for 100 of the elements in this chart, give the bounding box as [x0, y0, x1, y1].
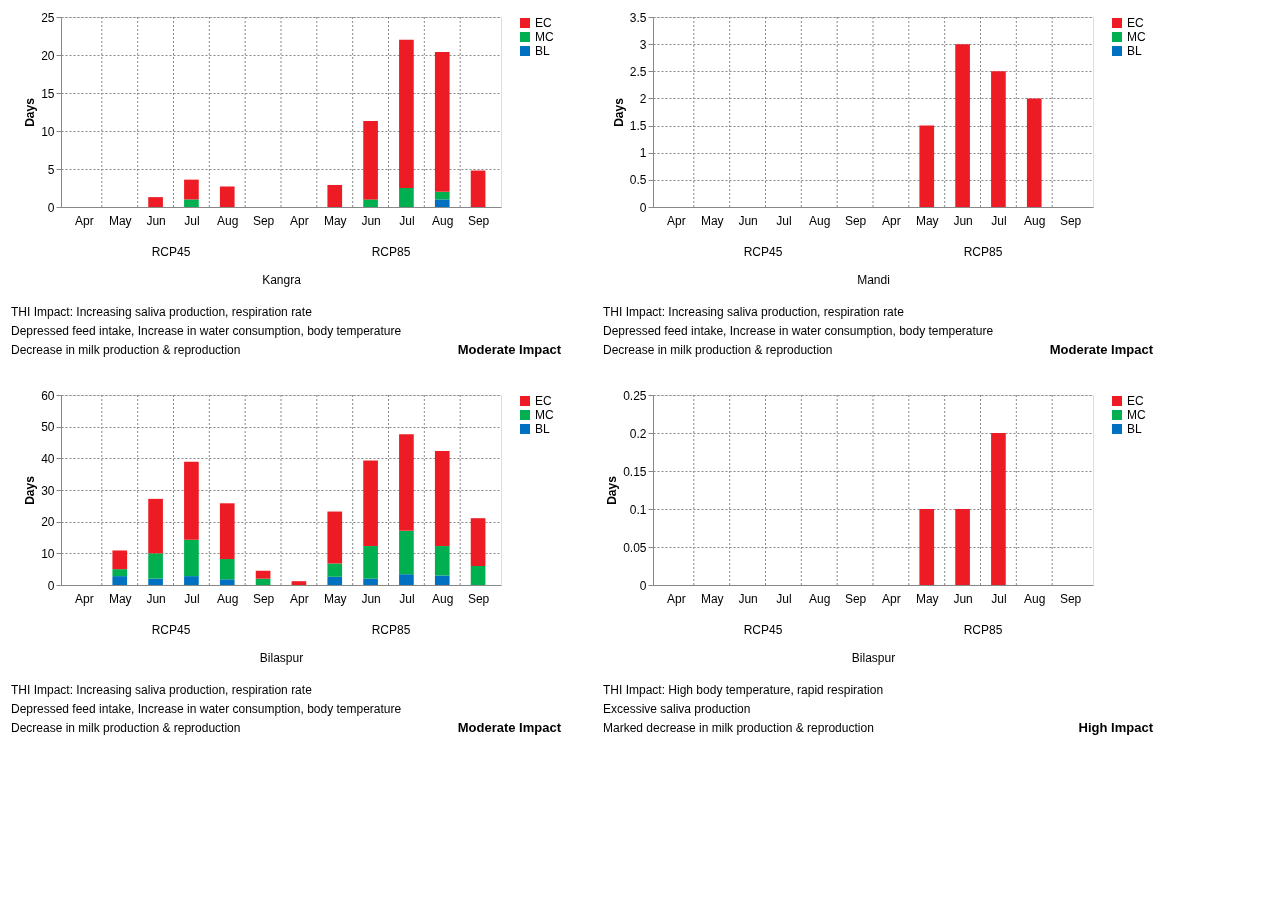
y-tick-label: 20 — [41, 48, 55, 63]
text: Depressed feed intake, Increase in water consumption, body temperature — [603, 324, 994, 338]
y-tick-label: 0 — [47, 578, 55, 593]
bar — [291, 581, 307, 585]
text: Decrease in milk production & reproduction — [603, 343, 833, 357]
x-tick-label: Apr — [75, 591, 94, 606]
x-tick-label: May — [700, 591, 724, 606]
x-tick-label: Apr — [75, 213, 94, 228]
y-tick-label: 0 — [639, 578, 647, 593]
x-tick-label: Jun — [146, 213, 166, 228]
x-axis-title: Bilaspur — [259, 650, 304, 665]
bar — [148, 498, 163, 554]
x-tick-label: Aug — [809, 213, 831, 228]
x-tick-label: Jun — [361, 213, 381, 228]
text: RCP45 — [743, 245, 783, 259]
x-tick-label: Aug — [217, 591, 239, 606]
y-tick-label: 0 — [639, 200, 647, 215]
x-tick-label: Jun — [146, 591, 166, 606]
bar — [363, 460, 378, 547]
bar — [148, 553, 163, 579]
text: THI Impact: Increasing saliva production, respiration rate — [603, 305, 905, 319]
x-tick-label: Apr — [882, 591, 901, 606]
y-tick-label: 25 — [41, 10, 55, 25]
text: Decrease in milk production & reproduction — [11, 721, 241, 735]
y-tick-label: 10 — [41, 546, 55, 561]
bar — [434, 199, 450, 207]
text: High Impact — [1078, 720, 1154, 735]
bar — [1026, 98, 1042, 207]
bar — [919, 125, 935, 207]
x-tick-label: May — [323, 591, 347, 606]
x-tick-label: Apr — [667, 591, 686, 606]
bar — [470, 566, 486, 585]
bar — [363, 121, 378, 200]
text: Depressed feed intake, Increase in water consumption, body temperature — [11, 702, 402, 716]
bar — [399, 188, 414, 207]
x-tick-label: May — [915, 213, 939, 228]
bar — [184, 539, 199, 577]
legend-label: EC — [1127, 394, 1144, 408]
x-tick-label: Jul — [991, 213, 1007, 228]
text: RCP85 — [371, 623, 411, 637]
bar — [327, 563, 343, 577]
x-tick-label: Jun — [953, 591, 973, 606]
bar — [148, 578, 163, 585]
bar — [399, 574, 414, 585]
text: Moderate Impact — [457, 342, 562, 357]
y-tick-label: 2.5 — [629, 64, 647, 79]
x-tick-label: Sep — [1059, 213, 1082, 228]
x-tick-label: Jul — [184, 591, 200, 606]
x-tick-label: Sep — [844, 213, 867, 228]
text: Marked decrease in milk production & reproduction — [603, 721, 874, 735]
text: THI Impact: High body temperature, rapid respiration — [603, 683, 884, 697]
legend-label: EC — [535, 16, 552, 30]
y-tick-label: 0.25 — [623, 388, 647, 403]
x-axis-title: Mandi — [857, 272, 890, 287]
x-tick-label: Aug — [217, 213, 239, 228]
bar — [184, 461, 199, 540]
legend-label: BL — [535, 44, 550, 58]
x-tick-label: Jul — [776, 213, 792, 228]
x-tick-label: Sep — [252, 591, 275, 606]
x-tick-label: Jul — [399, 213, 415, 228]
x-tick-label: Sep — [467, 591, 490, 606]
bar — [399, 530, 414, 575]
x-tick-label: Jul — [399, 591, 415, 606]
x-tick-label: Sep — [467, 213, 490, 228]
x-tick-label: Sep — [1059, 591, 1082, 606]
bar — [470, 518, 486, 566]
x-tick-label: May — [108, 213, 132, 228]
x-tick-label: Jul — [184, 213, 200, 228]
bar — [327, 184, 343, 207]
x-tick-label: May — [323, 213, 347, 228]
bar — [434, 451, 450, 547]
bar — [363, 578, 378, 585]
x-tick-label: Jul — [991, 591, 1007, 606]
legend-label: BL — [1127, 422, 1142, 436]
x-tick-label: Aug — [432, 591, 454, 606]
text: Decrease in milk production & reproduction — [11, 343, 241, 357]
bar — [255, 578, 271, 585]
legend-label: MC — [1127, 30, 1146, 44]
legend-label: EC — [535, 394, 552, 408]
x-tick-label: Jun — [738, 591, 758, 606]
bar — [434, 575, 450, 585]
bar — [255, 570, 271, 579]
y-axis-title: Days — [605, 475, 620, 505]
legend-label: BL — [1127, 44, 1142, 58]
bar — [363, 546, 378, 579]
bar — [219, 503, 235, 560]
bar — [363, 199, 378, 207]
bar — [219, 559, 235, 580]
y-tick-label: 0.05 — [623, 540, 647, 555]
x-tick-label: Sep — [252, 213, 275, 228]
y-tick-label: 3 — [639, 37, 647, 52]
x-tick-label: Jun — [738, 213, 758, 228]
y-tick-label: 5 — [47, 162, 55, 177]
y-tick-label: 60 — [41, 388, 55, 403]
bar — [434, 546, 450, 576]
bar — [399, 39, 414, 188]
text: Moderate Impact — [457, 720, 562, 735]
x-tick-label: May — [108, 591, 132, 606]
x-tick-label: Apr — [290, 591, 309, 606]
y-tick-label: 2 — [639, 91, 647, 106]
